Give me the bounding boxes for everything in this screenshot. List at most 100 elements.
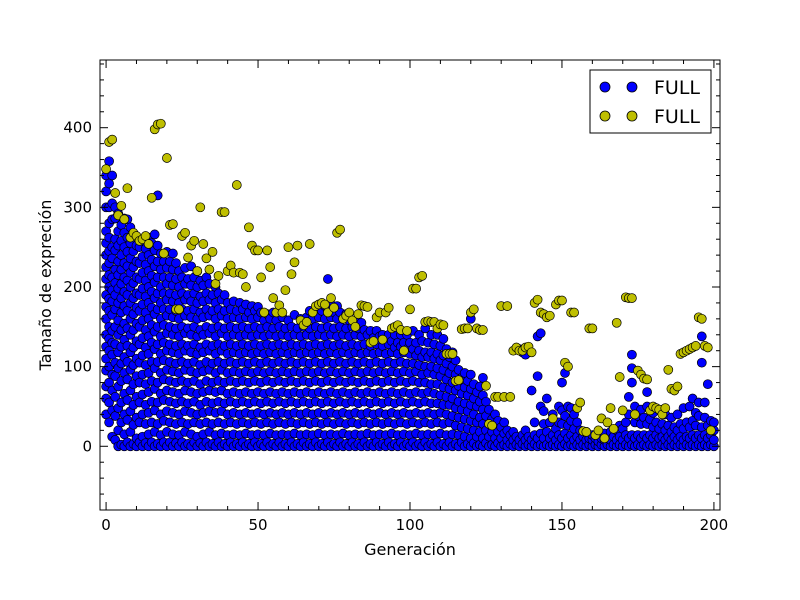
data-point (162, 153, 172, 163)
data-point (642, 387, 652, 397)
data-point (146, 192, 157, 203)
data-point (377, 334, 388, 345)
data-point (417, 270, 428, 281)
series-2 (101, 118, 716, 444)
data-point (174, 304, 184, 315)
data-point (627, 293, 637, 303)
y-tick-label: 300 (63, 198, 92, 216)
data-point (642, 374, 652, 385)
data-point (155, 118, 166, 129)
data-point (168, 248, 178, 259)
y-tick-label: 200 (63, 278, 92, 296)
data-point (350, 321, 361, 332)
data-point (323, 274, 333, 284)
data-point (329, 302, 339, 313)
data-point (526, 385, 537, 396)
data-point (620, 417, 631, 428)
ticks-layer: 0 50 100 150 200 0 100 200 300 400 (63, 60, 728, 534)
data-point (183, 252, 193, 263)
data-point (180, 227, 190, 238)
data-point (110, 188, 121, 198)
data-point (529, 417, 540, 428)
data-point (532, 371, 543, 382)
data-point (611, 317, 622, 328)
data-point (575, 397, 586, 408)
data-point (526, 347, 537, 358)
data-point (438, 333, 449, 344)
data-point (353, 309, 364, 319)
data-point (107, 170, 118, 181)
data-point (383, 302, 394, 313)
data-point (572, 417, 583, 428)
data-point (286, 269, 297, 280)
data-point (201, 253, 212, 264)
data-point (709, 435, 719, 445)
data-point (614, 372, 625, 382)
data-point (335, 224, 345, 235)
data-point (237, 269, 248, 280)
data-point (253, 245, 263, 256)
plot-area (101, 118, 719, 452)
data-point (627, 349, 637, 360)
data-point (241, 282, 251, 292)
data-point (569, 307, 579, 318)
y-axis-label: Tamaño de expreción (36, 200, 55, 372)
data-point (107, 134, 118, 145)
data-point (623, 392, 634, 402)
data-point (280, 285, 291, 296)
data-point (110, 392, 121, 402)
data-point (207, 247, 218, 257)
data-point (204, 264, 215, 275)
data-point (587, 323, 598, 334)
data-point (304, 239, 315, 249)
data-point (535, 328, 546, 339)
data-point (696, 313, 707, 324)
data-point (532, 294, 543, 305)
data-point (101, 164, 111, 174)
x-axis-label: Generación (364, 540, 456, 559)
data-point (447, 349, 458, 359)
data-point (368, 336, 379, 347)
data-point (487, 420, 497, 431)
data-point (544, 310, 555, 321)
data-point (481, 380, 491, 391)
data-point (438, 320, 449, 331)
data-point (696, 331, 707, 342)
data-point (405, 304, 415, 315)
data-point (231, 180, 242, 190)
x-tick-label: 0 (101, 516, 111, 534)
data-point (557, 295, 567, 306)
series-1 (101, 156, 719, 452)
data-point (630, 409, 640, 420)
data-point (116, 200, 127, 211)
data-point (627, 377, 637, 388)
x-tick-label: 50 (248, 516, 267, 534)
data-point (149, 229, 160, 240)
data-point (411, 283, 421, 294)
data-point (581, 427, 592, 437)
data-point (702, 342, 713, 353)
data-point (277, 307, 288, 318)
data-point (478, 372, 488, 383)
data-point (709, 417, 719, 428)
data-point (599, 433, 610, 444)
legend-marker-2 (599, 110, 611, 122)
data-point (696, 357, 707, 368)
data-point (547, 413, 558, 424)
y-tick-label: 100 (63, 358, 92, 376)
data-point (262, 245, 273, 256)
legend-marker-2b (626, 110, 638, 122)
data-point (219, 207, 230, 217)
data-point (289, 257, 300, 268)
data-point (119, 214, 130, 225)
data-point (478, 325, 488, 335)
data-point (283, 242, 294, 253)
data-point (292, 240, 303, 251)
data-point (192, 266, 203, 276)
data-point (210, 278, 221, 289)
data-point (608, 423, 619, 434)
x-tick-label: 200 (700, 516, 729, 534)
data-point (140, 231, 151, 241)
data-point (301, 317, 312, 327)
